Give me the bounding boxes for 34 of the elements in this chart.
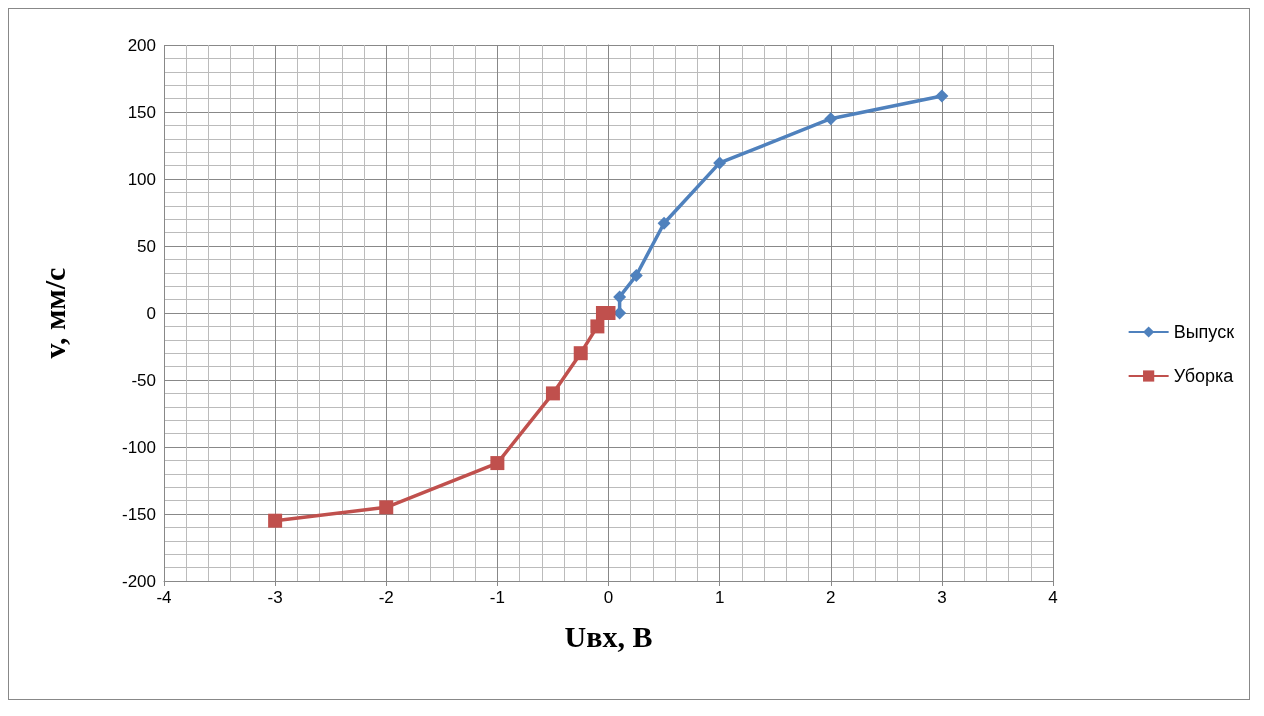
point xyxy=(268,513,283,528)
y-tick-label: 50 xyxy=(137,236,156,256)
x-tick-label: -4 xyxy=(156,588,172,607)
y-tick-label: 150 xyxy=(127,102,156,122)
y-tick-label: 100 xyxy=(127,169,156,189)
point xyxy=(573,346,588,361)
point xyxy=(590,319,605,334)
point xyxy=(379,500,394,515)
y-axis-title: v, мм/с xyxy=(37,267,71,359)
y-tick-label: -50 xyxy=(131,370,156,390)
point xyxy=(657,216,671,230)
x-tick-label: 1 xyxy=(714,588,725,607)
point xyxy=(824,112,838,126)
x-tick-label: -2 xyxy=(378,588,394,607)
y-tick-label: -200 xyxy=(121,571,156,591)
legend-label: Выпуск xyxy=(1173,322,1235,342)
y-tick-label: -150 xyxy=(121,504,156,524)
x-tick-label: -3 xyxy=(267,588,283,607)
x-tick-label: -1 xyxy=(489,588,505,607)
x-tick-label: 4 xyxy=(1048,588,1058,607)
x-tick-label: 2 xyxy=(826,588,836,607)
x-tick-label: 3 xyxy=(937,588,947,607)
y-tick-label: 0 xyxy=(146,303,156,323)
point xyxy=(713,156,727,170)
point xyxy=(629,268,643,282)
point xyxy=(613,290,627,304)
y-tick-label: -100 xyxy=(121,437,156,457)
legend-label: Уборка xyxy=(1173,366,1235,386)
x-axis-title: Uвх, В xyxy=(564,619,653,653)
point xyxy=(935,89,949,103)
point xyxy=(490,456,505,471)
point xyxy=(545,386,560,401)
x-tick-label: 0 xyxy=(603,588,614,607)
y-tick-label: 200 xyxy=(127,35,156,55)
